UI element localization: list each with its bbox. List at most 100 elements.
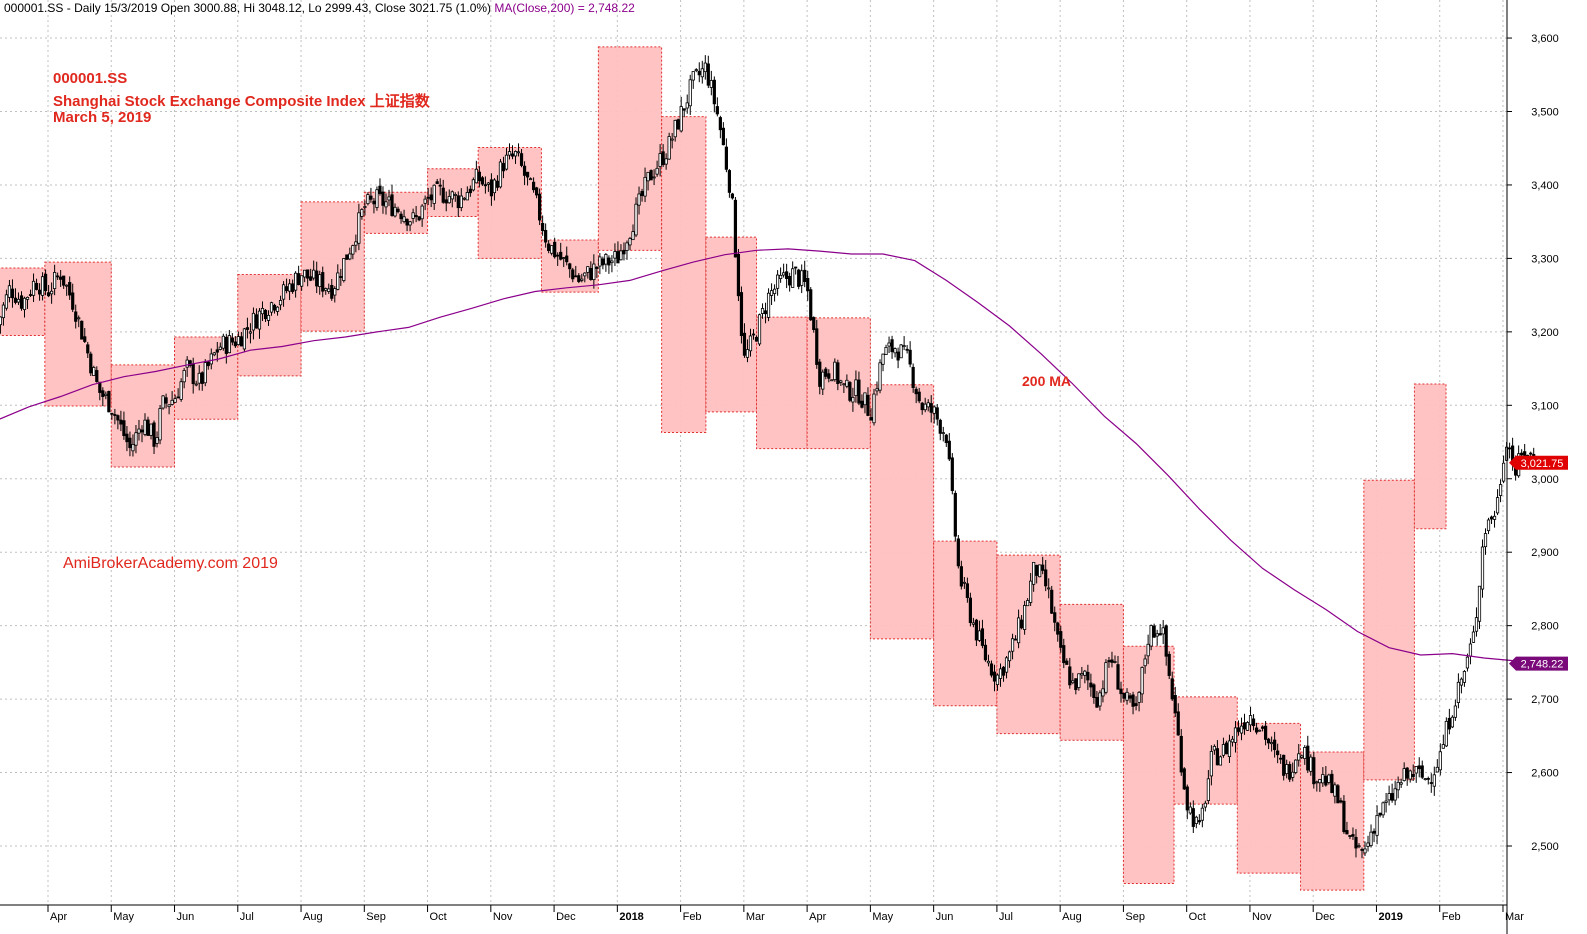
candle-body	[158, 408, 162, 441]
candle-body	[146, 419, 150, 436]
candle-body	[809, 289, 813, 321]
candle-body	[1155, 633, 1159, 637]
candle-body	[971, 622, 976, 625]
candle-body	[522, 165, 527, 176]
candle-body	[68, 282, 72, 296]
candle-body	[983, 644, 988, 661]
candle-body	[541, 222, 545, 232]
candle-body	[544, 230, 548, 243]
candle-body	[592, 263, 596, 281]
candle-body	[1435, 766, 1439, 773]
candle-body	[586, 266, 590, 273]
candle-body	[1251, 718, 1256, 727]
range-box	[869, 384, 935, 640]
candle-body	[562, 257, 566, 260]
candle-body	[1065, 660, 1069, 665]
candle-body	[1221, 744, 1226, 756]
range-box	[477, 146, 542, 259]
candle-body	[1185, 786, 1189, 811]
y-axis-ticks: 2,500 2,600 2,700 2,800 2,900 3,000 3,100 3,200…	[1507, 33, 1559, 853]
candle-body	[62, 275, 66, 286]
candle-body	[348, 253, 352, 260]
candle-body	[1315, 781, 1319, 784]
candle-body	[414, 214, 418, 218]
candle-body	[1191, 808, 1195, 827]
candle-body	[583, 272, 587, 277]
x-tick-label: Jun	[177, 911, 195, 923]
candle-body	[935, 407, 939, 420]
candle-body	[1119, 688, 1123, 695]
candle-body	[1131, 694, 1135, 707]
candle-body	[613, 251, 617, 259]
candle-body	[510, 153, 515, 157]
candle-body	[712, 79, 716, 105]
candle-body	[1447, 717, 1451, 730]
candle-body	[1333, 784, 1337, 797]
candle-body	[649, 170, 653, 181]
candle-body	[1122, 692, 1126, 699]
candle-body	[1209, 751, 1213, 777]
candle-body	[1459, 678, 1464, 686]
candle-body	[887, 342, 891, 347]
candle-body	[1471, 631, 1476, 643]
candle-body	[128, 437, 132, 449]
candle-body	[1432, 774, 1436, 787]
candle-body	[1092, 684, 1096, 699]
candle-body	[203, 362, 207, 384]
candle-body	[1020, 619, 1024, 629]
candle-body	[854, 379, 858, 397]
candle-body	[40, 276, 45, 296]
candle-body	[330, 284, 334, 299]
y-tick-label: 2,500	[1531, 841, 1559, 853]
candle-body	[1245, 722, 1250, 731]
candle-body	[453, 193, 457, 196]
candle-body	[239, 336, 243, 347]
candle-body	[423, 198, 427, 204]
candle-body	[1059, 631, 1063, 648]
candle-body	[1450, 716, 1454, 728]
x-tick-label: Sep	[366, 911, 386, 923]
candle-body	[53, 272, 57, 290]
candle-body	[10, 288, 15, 299]
range-box	[1413, 383, 1447, 530]
candle-body	[1013, 638, 1018, 641]
candle-body	[788, 275, 792, 286]
candle-body	[1230, 738, 1235, 743]
candle-body	[1270, 742, 1274, 745]
candle-body	[1203, 802, 1207, 808]
candle-body	[170, 399, 174, 405]
candle-body	[101, 390, 105, 397]
candle-body	[625, 242, 629, 251]
candle-body	[1495, 497, 1500, 514]
candle-body	[821, 371, 825, 390]
candle-body	[489, 179, 494, 197]
x-tick-label: Apr	[50, 911, 67, 923]
range-box	[933, 540, 998, 707]
candle-body	[22, 297, 27, 310]
candle-body	[1336, 785, 1340, 804]
candle-body	[1438, 751, 1442, 771]
candle-body	[366, 194, 370, 205]
x-tick-label: Oct	[1189, 911, 1206, 923]
candle-body	[486, 182, 491, 185]
candle-body	[1390, 793, 1394, 801]
candle-body	[513, 151, 518, 157]
candle-body	[306, 269, 310, 279]
candle-body	[176, 396, 180, 399]
y-tick-label: 3,600	[1531, 33, 1559, 45]
candle-body	[1342, 800, 1346, 833]
candle-body	[763, 310, 768, 315]
candle-body	[1194, 816, 1198, 824]
candle-body	[932, 406, 936, 414]
candle-body	[167, 404, 171, 408]
candle-body	[399, 213, 403, 220]
candle-body	[878, 362, 882, 391]
last-close-marker	[1509, 455, 1568, 470]
candle-body	[860, 400, 864, 408]
candle-body	[589, 267, 593, 280]
candle-body	[974, 619, 979, 641]
candle-body	[278, 300, 283, 306]
candle-body	[797, 269, 801, 287]
x-tick-label: Aug	[303, 911, 323, 923]
candle-body	[664, 158, 668, 165]
